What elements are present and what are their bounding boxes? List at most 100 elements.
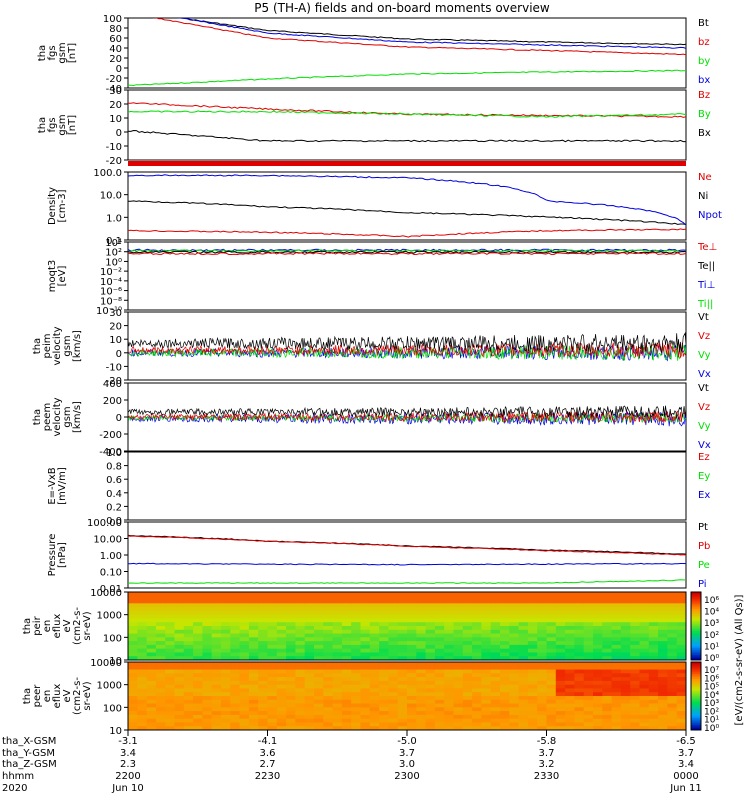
spectrogram-cell: [667, 707, 678, 712]
spectrogram-cell: [407, 641, 417, 646]
spectrogram-cell: [155, 595, 166, 601]
spectrogram-cell: [620, 699, 631, 705]
spectrogram-cell: [183, 614, 194, 619]
spectrogram-cell: [304, 669, 315, 674]
spectrogram-cell: [128, 711, 138, 716]
spectrogram-cell: [537, 595, 547, 601]
spectrogram-cell: [593, 718, 603, 723]
spectrogram-cell: [676, 626, 687, 631]
spectrogram-cell: [518, 718, 529, 723]
spectrogram-cell: [258, 718, 268, 723]
colorbar-segment: [691, 721, 701, 724]
spectrogram-cell: [537, 726, 547, 731]
spectrogram-cell: [509, 599, 520, 604]
spectrogram-cell: [565, 641, 575, 646]
colorbar-segment: [691, 724, 701, 728]
spectrogram-cell: [230, 692, 241, 697]
spectrogram-cell: [546, 610, 557, 616]
spectrogram-cell: [658, 614, 668, 619]
spectrogram-cell: [323, 711, 334, 716]
spectrogram-cell: [472, 714, 482, 720]
spectrogram-cell: [211, 614, 222, 619]
spectrogram-cell: [351, 607, 361, 612]
spectrogram-cell: [341, 592, 352, 597]
spectrogram-cell: [434, 677, 445, 682]
spectrogram-cell: [230, 595, 241, 601]
spectrogram-cell: [565, 629, 575, 635]
spectrogram-cell: [676, 641, 687, 646]
spectrogram-cell: [369, 673, 380, 678]
spectrogram-cell: [472, 662, 482, 667]
spectrogram-cell: [397, 614, 408, 619]
spectrogram-cell: [221, 688, 231, 693]
spectrogram-cell: [444, 607, 454, 612]
colorbar-segment: [691, 649, 701, 652]
spectrogram-cell: [137, 592, 148, 597]
spectrogram-cell: [620, 688, 631, 693]
spectrogram-cell: [555, 669, 566, 674]
spectrogram-cell: [546, 665, 557, 671]
spectrogram-cell: [583, 718, 594, 723]
spectrogram-cell: [146, 622, 157, 627]
spectrogram-cell: [351, 626, 361, 631]
spectrogram-cell: [211, 718, 222, 723]
spectrogram-cell: [202, 726, 213, 731]
spectrogram-cell: [518, 680, 529, 686]
spectrogram-cell: [630, 714, 640, 720]
spectrogram-cell: [221, 692, 231, 697]
y-tick-label-density: 0.1: [106, 236, 122, 247]
spectrogram-cell: [276, 641, 287, 646]
spectrogram-cell: [658, 718, 668, 723]
spectrogram-cell: [462, 622, 473, 627]
colorbar-segment: [691, 622, 701, 625]
spectrogram-cell: [434, 703, 445, 708]
spectrogram-cell: [276, 603, 287, 608]
spectrogram-cell: [193, 622, 203, 627]
spectrogram-cell: [351, 677, 361, 682]
spectrogram-cell: [518, 618, 529, 623]
spectrogram-cell: [490, 626, 501, 631]
spectrogram-cell: [490, 599, 501, 604]
spectrogram-cell: [341, 633, 352, 638]
legend-efield-Ex: Ex: [698, 490, 710, 501]
spectrogram-cell: [323, 599, 334, 604]
spectrogram-cell: [472, 688, 482, 693]
spectrogram-cell: [593, 673, 603, 678]
spectrogram-cell: [537, 665, 547, 671]
spectrogram-cell: [323, 699, 334, 705]
spectrogram-cell: [323, 644, 334, 650]
spectrogram-cell: [221, 677, 231, 682]
spectrogram-cell: [518, 696, 529, 701]
spectrogram-cell: [267, 673, 278, 678]
spectrogram-cell: [639, 603, 650, 608]
spectrogram-cell: [611, 656, 622, 661]
spectrogram-cell: [611, 629, 622, 635]
spectrogram-cell: [416, 662, 427, 667]
spectrogram-cell: [332, 599, 343, 604]
spectrogram-cell: [221, 722, 231, 727]
spectrogram-cell: [165, 726, 175, 731]
spectrogram-cell: [286, 684, 296, 689]
spectrogram-cell: [341, 614, 352, 619]
spectrogram-cell: [360, 699, 371, 705]
spectrogram-cell: [248, 644, 259, 650]
spectrogram-cell: [537, 599, 547, 604]
spectrogram-cell: [565, 677, 575, 682]
spectrogram-cell: [267, 696, 278, 701]
spectrogram-cell: [314, 718, 324, 723]
spectrogram-cell: [379, 614, 389, 619]
spectrogram-cell: [369, 718, 380, 723]
spectrogram-cell: [434, 684, 445, 689]
spectrogram-cell: [295, 633, 306, 638]
spectrogram-cell: [518, 592, 529, 597]
spectrogram-cell: [611, 707, 622, 712]
spectrogram-cell: [518, 599, 529, 604]
spectrogram-cell: [611, 722, 622, 727]
spectrogram-cell: [518, 707, 529, 712]
y-tick-label-temp: 10⁻¹⁰: [96, 306, 122, 317]
spectrogram-cell: [593, 662, 603, 667]
spectrogram-cell: [267, 662, 278, 667]
spectrogram-cell: [481, 684, 492, 689]
spectrogram-cell: [472, 614, 482, 619]
